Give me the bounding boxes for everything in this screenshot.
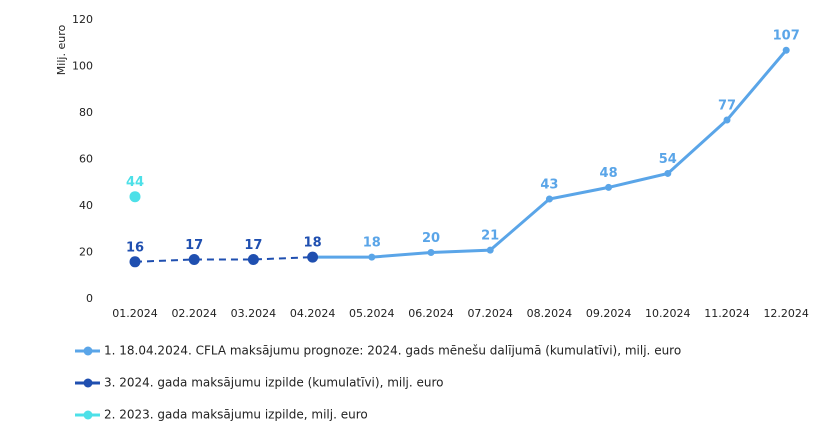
data-label: 20 (422, 231, 440, 246)
y-tick-label: 80 (79, 106, 93, 119)
data-label: 77 (718, 98, 736, 113)
y-tick-label: 40 (79, 199, 93, 212)
legend-marker (83, 378, 93, 388)
y-tick-label: 20 (79, 246, 93, 259)
x-tick-label: 03.2024 (231, 307, 277, 320)
data-point (129, 256, 141, 268)
y-tick-label: 0 (86, 292, 93, 305)
data-point (307, 251, 319, 263)
y-tick-label: 100 (72, 60, 93, 73)
data-point (427, 249, 435, 256)
y-tick-label: 120 (72, 13, 93, 26)
y-axis-label: Milj. euro (55, 25, 68, 76)
series-line (312, 49, 788, 259)
x-tick-label: 06.2024 (408, 307, 454, 320)
legend-marker (83, 346, 93, 356)
data-point (664, 169, 672, 177)
data-label: 107 (773, 29, 800, 44)
series-line (134, 256, 313, 263)
x-tick-label: 02.2024 (171, 307, 217, 320)
data-label: 17 (244, 238, 262, 253)
data-label: 43 (540, 178, 558, 193)
data-label: 16 (126, 240, 144, 255)
data-point (486, 246, 494, 254)
y-tick-label: 60 (79, 153, 93, 166)
data-label: 18 (304, 236, 322, 251)
x-tick-label: 04.2024 (290, 307, 336, 320)
x-tick-label: 05.2024 (349, 307, 395, 320)
data-point (782, 46, 790, 54)
x-tick-label: 09.2024 (586, 307, 632, 320)
data-point (129, 191, 141, 203)
legend-label: 2. 2023. gada maksājumu izpilde, milj. e… (104, 408, 368, 422)
data-label: 21 (481, 229, 499, 244)
data-label: 44 (126, 175, 144, 190)
legend-label: 1. 18.04.2024. CFLA maksājumu prognoze: … (104, 344, 681, 358)
data-point (188, 253, 200, 265)
data-point (723, 116, 731, 124)
x-tick-label: 12.2024 (763, 307, 809, 320)
data-point (368, 253, 376, 261)
x-tick-label: 11.2024 (704, 307, 750, 320)
data-point (545, 195, 553, 203)
data-point (605, 183, 613, 191)
x-tick-label: 07.2024 (467, 307, 513, 320)
x-tick-label: 10.2024 (645, 307, 691, 320)
data-label: 48 (600, 166, 618, 181)
legend-marker (83, 410, 93, 420)
data-point (247, 253, 259, 265)
x-tick-label: 01.2024 (112, 307, 158, 320)
x-tick-label: 08.2024 (527, 307, 573, 320)
legend-label: 3. 2024. gada maksājumu izpilde (kumulat… (104, 376, 444, 390)
data-label: 17 (185, 238, 203, 253)
data-label: 54 (659, 152, 677, 167)
data-label: 18 (363, 236, 381, 251)
